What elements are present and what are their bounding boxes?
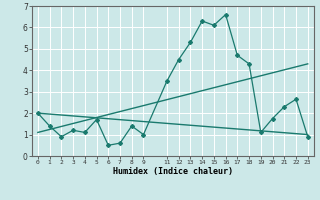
X-axis label: Humidex (Indice chaleur): Humidex (Indice chaleur) (113, 167, 233, 176)
